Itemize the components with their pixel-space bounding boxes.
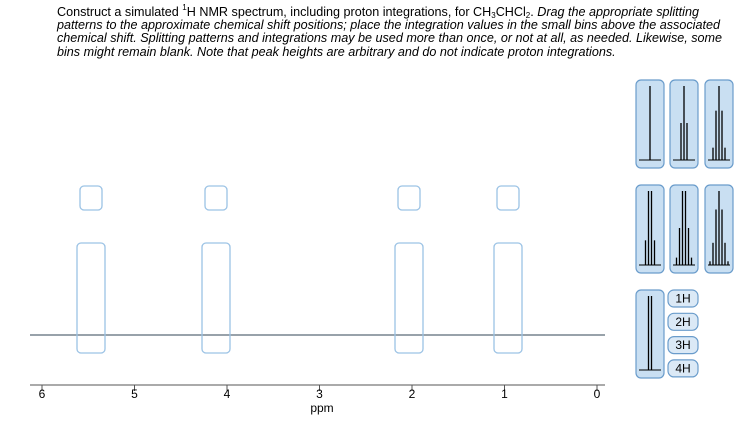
instr-text: CHCl — [495, 5, 526, 19]
axis-label: ppm — [310, 401, 333, 415]
integration-label: 1H — [675, 292, 690, 306]
splitting-tile[interactable] — [635, 184, 665, 274]
integration-tile[interactable] — [667, 289, 699, 308]
pattern-bin[interactable] — [493, 242, 523, 354]
axis-tick-label: 5 — [131, 387, 138, 401]
integration-tile[interactable] — [667, 359, 699, 378]
axis-tick-label: 3 — [316, 387, 323, 401]
integration-bin[interactable] — [79, 185, 103, 211]
integration-bin[interactable] — [204, 185, 228, 211]
instr-text: H NMR spectrum, including proton integra… — [186, 5, 492, 19]
instr-text: . — [530, 5, 538, 19]
integration-label: 3H — [675, 338, 690, 352]
axis-tick-label: 0 — [594, 387, 601, 401]
integration-tile[interactable] — [667, 312, 699, 331]
integration-label: 4H — [675, 361, 690, 375]
splitting-tile[interactable] — [635, 289, 665, 379]
integration-tile[interactable] — [667, 336, 699, 355]
instr-sup: 1 — [182, 3, 187, 12]
instr-sub: 3 — [491, 11, 496, 20]
axis-tick-label: 6 — [39, 387, 46, 401]
instr-italic: Drag the appropriate splitting patterns … — [57, 5, 723, 59]
axis-tick-label: 2 — [409, 387, 416, 401]
integration-bin[interactable] — [496, 185, 520, 211]
instructions: Construct a simulated 1H NMR spectrum, i… — [57, 3, 729, 59]
pattern-bin[interactable] — [76, 242, 106, 354]
axis-tick-label: 1 — [501, 387, 508, 401]
instr-sub: 2 — [525, 11, 531, 20]
instr-text: Construct a simulated — [57, 5, 183, 19]
pattern-bin[interactable] — [394, 242, 424, 354]
integration-bin[interactable] — [397, 185, 421, 211]
axis-tick-label: 4 — [224, 387, 231, 401]
pattern-bin[interactable] — [201, 242, 231, 354]
integration-label: 2H — [675, 315, 690, 329]
splitting-tile[interactable] — [669, 184, 699, 274]
